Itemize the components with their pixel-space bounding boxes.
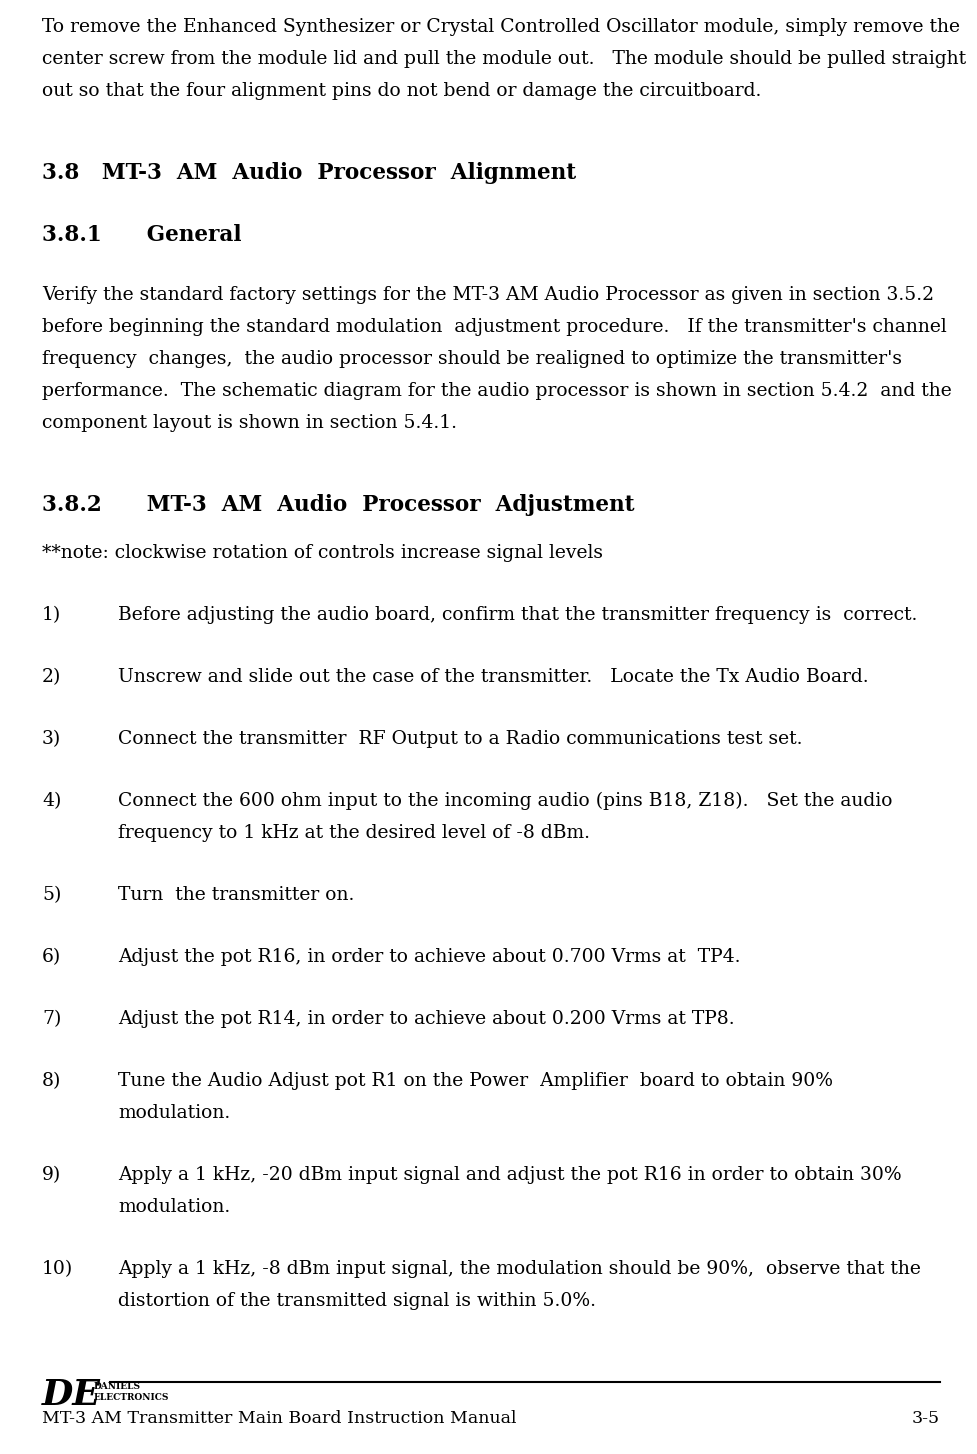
Text: MT-3 AM Transmitter Main Board Instruction Manual: MT-3 AM Transmitter Main Board Instructi… xyxy=(42,1410,516,1426)
Text: Connect the 600 ohm input to the incoming audio (pins B18, Z18).   Set the audio: Connect the 600 ohm input to the incomin… xyxy=(118,792,892,810)
Text: 2): 2) xyxy=(42,667,62,686)
Text: 3.8.2      MT-3  AM  Audio  Processor  Adjustment: 3.8.2 MT-3 AM Audio Processor Adjustment xyxy=(42,494,634,516)
Text: 8): 8) xyxy=(42,1072,62,1090)
Text: modulation.: modulation. xyxy=(118,1104,230,1122)
Text: Apply a 1 kHz, -20 dBm input signal and adjust the pot R16 in order to obtain 30: Apply a 1 kHz, -20 dBm input signal and … xyxy=(118,1166,901,1184)
Text: ELECTRONICS: ELECTRONICS xyxy=(94,1393,169,1402)
Text: DANIELS: DANIELS xyxy=(94,1381,141,1391)
Text: Tune the Audio Adjust pot R1 on the Power  Amplifier  board to obtain 90%: Tune the Audio Adjust pot R1 on the Powe… xyxy=(118,1072,832,1090)
Text: Verify the standard factory settings for the MT-3 AM Audio Processor as given in: Verify the standard factory settings for… xyxy=(42,286,933,304)
Text: distortion of the transmitted signal is within 5.0%.: distortion of the transmitted signal is … xyxy=(118,1293,595,1310)
Text: **note: clockwise rotation of controls increase signal levels: **note: clockwise rotation of controls i… xyxy=(42,544,603,563)
Text: performance.  The schematic diagram for the audio processor is shown in section : performance. The schematic diagram for t… xyxy=(42,382,951,400)
Text: Unscrew and slide out the case of the transmitter.   Locate the Tx Audio Board.: Unscrew and slide out the case of the tr… xyxy=(118,667,868,686)
Text: frequency to 1 kHz at the desired level of -8 dBm.: frequency to 1 kHz at the desired level … xyxy=(118,824,589,842)
Text: 1): 1) xyxy=(42,606,62,624)
Text: 3.8.1      General: 3.8.1 General xyxy=(42,224,241,246)
Text: Turn  the transmitter on.: Turn the transmitter on. xyxy=(118,885,354,904)
Text: before beginning the standard modulation  adjustment procedure.   If the transmi: before beginning the standard modulation… xyxy=(42,318,946,336)
Text: DE: DE xyxy=(42,1378,101,1412)
Text: To remove the Enhanced Synthesizer or Crystal Controlled Oscillator module, simp: To remove the Enhanced Synthesizer or Cr… xyxy=(42,17,959,36)
Text: Adjust the pot R16, in order to achieve about 0.700 Vrms at  TP4.: Adjust the pot R16, in order to achieve … xyxy=(118,948,740,965)
Text: 6): 6) xyxy=(42,948,62,965)
Text: Connect the transmitter  RF Output to a Radio communications test set.: Connect the transmitter RF Output to a R… xyxy=(118,730,802,747)
Text: 3-5: 3-5 xyxy=(911,1410,939,1426)
Text: 7): 7) xyxy=(42,1011,62,1028)
Text: 4): 4) xyxy=(42,792,62,810)
Text: 5): 5) xyxy=(42,885,62,904)
Text: frequency  changes,  the audio processor should be realigned to optimize the tra: frequency changes, the audio processor s… xyxy=(42,350,901,368)
Text: Apply a 1 kHz, -8 dBm input signal, the modulation should be 90%,  observe that : Apply a 1 kHz, -8 dBm input signal, the … xyxy=(118,1261,920,1278)
Text: center screw from the module lid and pull the module out.   The module should be: center screw from the module lid and pul… xyxy=(42,49,965,68)
Text: Before adjusting the audio board, confirm that the transmitter frequency is  cor: Before adjusting the audio board, confir… xyxy=(118,606,916,624)
Text: component layout is shown in section 5.4.1.: component layout is shown in section 5.4… xyxy=(42,414,456,432)
Text: 3): 3) xyxy=(42,730,62,747)
Text: 10): 10) xyxy=(42,1261,73,1278)
Text: Adjust the pot R14, in order to achieve about 0.200 Vrms at TP8.: Adjust the pot R14, in order to achieve … xyxy=(118,1011,734,1028)
Text: 3.8   MT-3  AM  Audio  Processor  Alignment: 3.8 MT-3 AM Audio Processor Alignment xyxy=(42,161,575,185)
Text: modulation.: modulation. xyxy=(118,1198,230,1216)
Text: 9): 9) xyxy=(42,1166,62,1184)
Text: out so that the four alignment pins do not bend or damage the circuitboard.: out so that the four alignment pins do n… xyxy=(42,81,773,100)
